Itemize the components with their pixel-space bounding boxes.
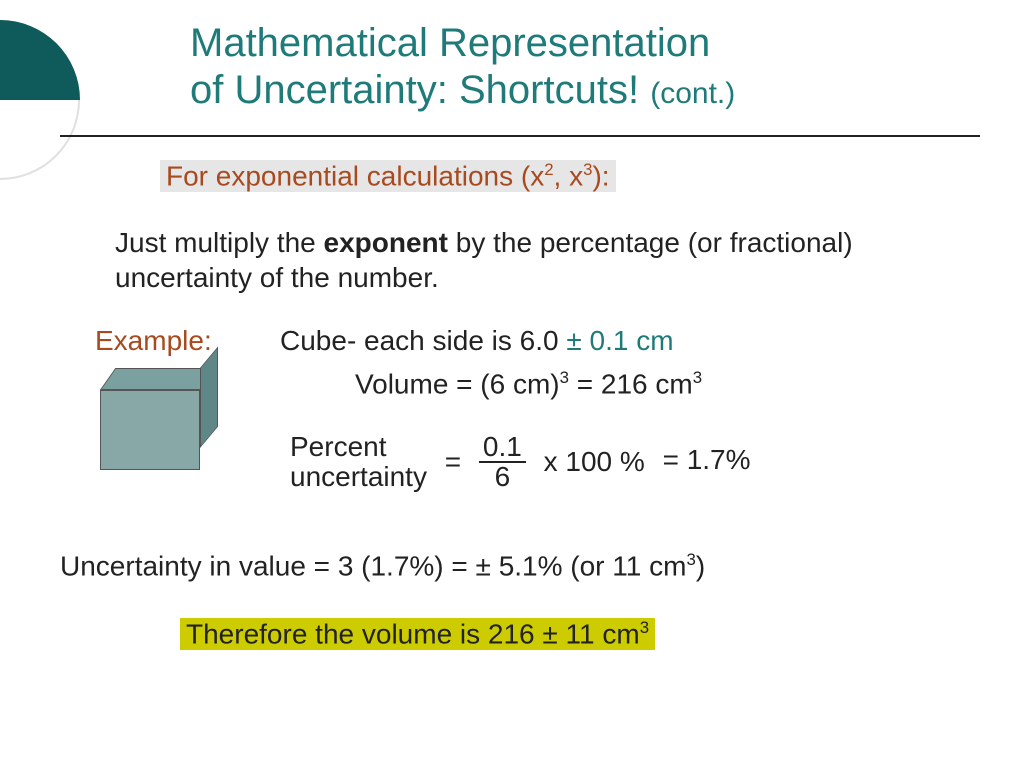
uncert-prefix: Uncertainty in value = 3 (1.7%) = ± 5.1%… (60, 550, 686, 581)
therefore-highlight: Therefore the volume is 216 ± 11 cm3 (180, 618, 655, 650)
title-line-1: Mathematical Representation (190, 20, 970, 67)
cube-side-face (200, 347, 218, 448)
volume-prefix: Volume = (6 cm) (355, 368, 560, 399)
slide-title: Mathematical Representation of Uncertain… (190, 20, 970, 114)
percent-result: = 1.7% (663, 444, 751, 475)
uncert-suffix: ) (696, 550, 705, 581)
volume-sup-2: 3 (693, 368, 702, 387)
title-line-2: of Uncertainty: Shortcuts! (cont.) (190, 67, 970, 114)
fraction-tail: x 100 % (544, 446, 645, 478)
fraction-numerator: 0.1 (479, 433, 526, 463)
heading-highlight: For exponential calculations (x2, x3): (160, 160, 616, 192)
cube-front-face (100, 390, 200, 470)
heading-mid: , x (554, 160, 584, 191)
therefore-prefix: Therefore the volume is 216 ± 11 cm (186, 618, 640, 649)
cube-desc-part2: 0.1 cm (582, 325, 674, 356)
title-divider (60, 135, 980, 137)
cube-figure (100, 368, 220, 478)
volume-mid: = 216 cm (569, 368, 693, 399)
section-heading: For exponential calculations (x2, x3): (160, 160, 616, 192)
percent-uncertainty-block: Percent uncertainty = 0.1 6 x 100 % = 1.… (290, 432, 751, 491)
equals-sign-1: = (445, 446, 461, 478)
therefore-line: Therefore the volume is 216 ± 11 cm3 (180, 618, 655, 650)
volume-line: Volume = (6 cm)3 = 216 cm3 (355, 368, 702, 400)
cube-description: Cube- each side is 6.0 ± 0.1 cm (280, 325, 674, 357)
body-pre: Just multiply the (115, 227, 324, 258)
heading-suffix: ): (592, 160, 609, 191)
percent-label-l1: Percent (290, 431, 387, 462)
fraction-denominator: 6 (479, 463, 526, 491)
cube-desc-pm: ± (566, 325, 581, 356)
volume-sup-1: 3 (560, 368, 569, 387)
percent-label-l2: uncertainty (290, 461, 427, 492)
title-cont: (cont.) (650, 77, 735, 110)
therefore-sup: 3 (640, 618, 649, 637)
heading-prefix: For exponential calculations (x (166, 160, 544, 191)
heading-sup-1: 2 (544, 160, 553, 179)
title-line-2-main: of Uncertainty: Shortcuts! (190, 68, 639, 112)
percent-label: Percent uncertainty (290, 432, 427, 491)
body-text: Just multiply the exponent by the percen… (115, 225, 935, 295)
uncert-sup: 3 (686, 550, 695, 569)
cube-desc-part1: Cube- each side is 6.0 (280, 325, 566, 356)
body-bold: exponent (324, 227, 448, 258)
cube-top-face (100, 368, 215, 390)
uncertainty-value-line: Uncertainty in value = 3 (1.7%) = ± 5.1%… (60, 550, 705, 582)
fraction: 0.1 6 (479, 433, 526, 491)
example-label: Example: (95, 325, 212, 357)
